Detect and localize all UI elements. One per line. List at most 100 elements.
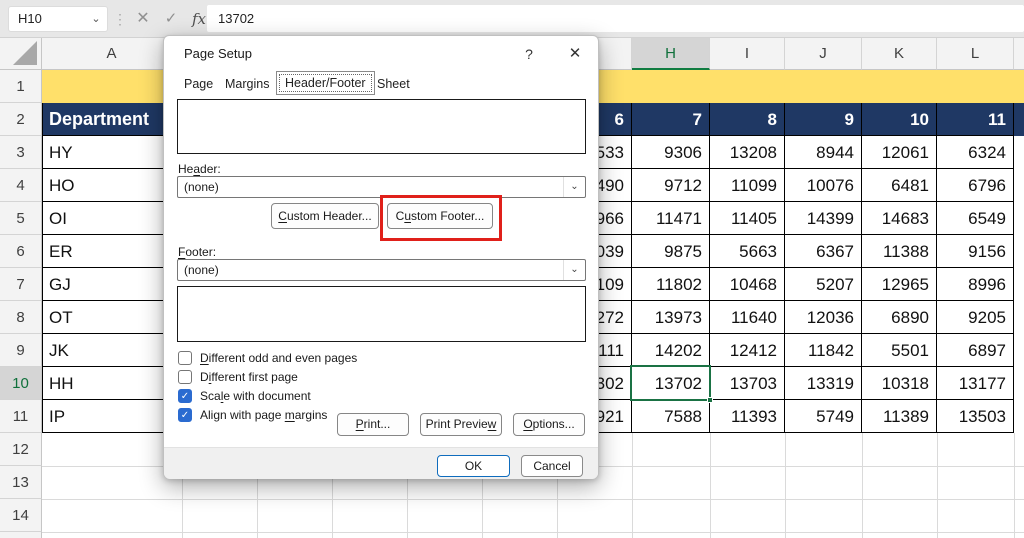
cell-j3[interactable]: 8944 (785, 136, 862, 169)
cell-l5[interactable]: 6549 (937, 202, 1014, 235)
different-first-page-checkbox[interactable] (178, 370, 192, 384)
tab-margins[interactable]: Margins (225, 77, 270, 91)
col-header-j[interactable]: J (785, 38, 862, 70)
cell-a7[interactable]: GJ (42, 268, 182, 301)
cell-a10[interactable]: HH (42, 367, 182, 400)
custom-footer-button[interactable]: Custom Footer... (387, 203, 493, 229)
col-header-h[interactable]: H (632, 38, 710, 70)
cell-l4[interactable]: 6796 (937, 169, 1014, 202)
cell-h3[interactable]: 9306 (632, 136, 710, 169)
custom-header-button[interactable]: Custom Header... (271, 203, 379, 229)
cell-l11[interactable]: 13503 (937, 400, 1014, 433)
cell-h9[interactable]: 14202 (632, 334, 710, 367)
cell-l8[interactable]: 9205 (937, 301, 1014, 334)
insert-function-icon[interactable]: fx (191, 10, 206, 28)
cell-j9[interactable]: 11842 (785, 334, 862, 367)
cell-j8[interactable]: 12036 (785, 301, 862, 334)
cell-k9[interactable]: 5501 (862, 334, 937, 367)
row-header-14[interactable]: 14 (0, 499, 42, 532)
row-header-13[interactable]: 13 (0, 466, 42, 499)
print-button[interactable]: Print... (337, 413, 409, 436)
row-header-3[interactable]: 3 (0, 136, 42, 169)
col-header-k[interactable]: K (862, 38, 937, 70)
cell-j7[interactable]: 5207 (785, 268, 862, 301)
cell-j4[interactable]: 10076 (785, 169, 862, 202)
cell-l7[interactable]: 8996 (937, 268, 1014, 301)
select-all-corner[interactable] (0, 38, 42, 70)
name-box[interactable]: H10 (8, 6, 108, 32)
cell-k5[interactable]: 14683 (862, 202, 937, 235)
cell-l9[interactable]: 6897 (937, 334, 1014, 367)
cancel-button[interactable]: Cancel (521, 455, 583, 477)
cell-k8[interactable]: 6890 (862, 301, 937, 334)
align-page-margins-checkbox[interactable] (178, 408, 192, 422)
row-header-5[interactable]: 5 (0, 202, 42, 235)
cell-h4[interactable]: 9712 (632, 169, 710, 202)
cell-i3[interactable]: 13208 (710, 136, 785, 169)
cell-l10[interactable]: 13177 (937, 367, 1014, 400)
cell-k11[interactable]: 11389 (862, 400, 937, 433)
cell-h2[interactable]: 7 (632, 103, 710, 136)
cell-i6[interactable]: 5663 (710, 235, 785, 268)
cell-i5[interactable]: 11405 (710, 202, 785, 235)
cell-k2[interactable]: 10 (862, 103, 937, 136)
cell-a3[interactable]: HY (42, 136, 182, 169)
cell-k3[interactable]: 12061 (862, 136, 937, 169)
cell-j2[interactable]: 9 (785, 103, 862, 136)
row-header-12[interactable]: 12 (0, 433, 42, 466)
cell-l2[interactable]: 11 (937, 103, 1014, 136)
cell-h6[interactable]: 9875 (632, 235, 710, 268)
col-header-a[interactable]: A (42, 38, 182, 70)
cell-i9[interactable]: 12412 (710, 334, 785, 367)
cell-i2[interactable]: 8 (710, 103, 785, 136)
cell-a6[interactable]: ER (42, 235, 182, 268)
col-header-l[interactable]: L (937, 38, 1014, 70)
cell-i4[interactable]: 11099 (710, 169, 785, 202)
row-header-2[interactable]: 2 (0, 103, 42, 136)
row-header-7[interactable]: 7 (0, 268, 42, 301)
help-icon[interactable]: ? (525, 46, 533, 62)
footer-dropdown[interactable]: (none) ⌄ (177, 259, 586, 281)
cell-j5[interactable]: 14399 (785, 202, 862, 235)
row-header-1[interactable]: 1 (0, 70, 42, 103)
cell-k10[interactable]: 10318 (862, 367, 937, 400)
tab-sheet[interactable]: Sheet (377, 77, 410, 91)
cell-h11[interactable]: 7588 (632, 400, 710, 433)
chevron-down-icon[interactable]: ⌄ (563, 260, 585, 280)
tab-page[interactable]: Page (184, 77, 214, 91)
cell-a5[interactable]: OI (42, 202, 182, 235)
cell-h10-active[interactable]: 13702 (632, 367, 710, 400)
scale-with-document-checkbox[interactable] (178, 389, 192, 403)
cell-j10[interactable]: 13319 (785, 367, 862, 400)
row-header-11[interactable]: 11 (0, 400, 42, 433)
row-header-10[interactable]: 10 (0, 367, 42, 400)
print-preview-button[interactable]: Print Preview (420, 413, 502, 436)
cell-i11[interactable]: 11393 (710, 400, 785, 433)
cancel-entry-icon[interactable]: ✕ (136, 10, 150, 27)
row-header-4[interactable]: 4 (0, 169, 42, 202)
cell-i8[interactable]: 11640 (710, 301, 785, 334)
cell-a8[interactable]: OT (42, 301, 182, 334)
ok-button[interactable]: OK (437, 455, 510, 477)
different-odd-even-checkbox[interactable] (178, 351, 192, 365)
cell-l3[interactable]: 6324 (937, 136, 1014, 169)
cell-a9[interactable]: JK (42, 334, 182, 367)
fill-handle[interactable] (707, 397, 713, 403)
cell-a2[interactable]: Department (42, 103, 182, 136)
row-header-6[interactable]: 6 (0, 235, 42, 268)
col-header-m[interactable] (1014, 38, 1024, 70)
formula-bar[interactable]: 13702 (207, 5, 1024, 32)
cell-k6[interactable]: 11388 (862, 235, 937, 268)
cell-a11[interactable]: IP (42, 400, 182, 433)
cell-a4[interactable]: HO (42, 169, 182, 202)
cell-k7[interactable]: 12965 (862, 268, 937, 301)
cell-h8[interactable]: 13973 (632, 301, 710, 334)
options-button[interactable]: Options... (513, 413, 585, 436)
cell-h5[interactable]: 11471 (632, 202, 710, 235)
cell-i10[interactable]: 13703 (710, 367, 785, 400)
cell-h7[interactable]: 11802 (632, 268, 710, 301)
row-header-15[interactable] (0, 532, 42, 538)
tab-header-footer[interactable]: Header/Footer (276, 71, 375, 95)
close-icon[interactable]: ✕ (568, 45, 582, 62)
row-header-8[interactable]: 8 (0, 301, 42, 334)
